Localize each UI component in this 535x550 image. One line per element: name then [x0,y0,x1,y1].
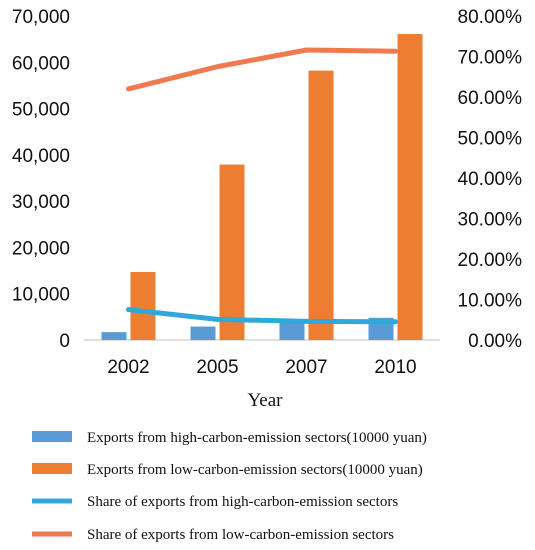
legend-label: Exports from low-carbon-emission sectors… [87,462,423,478]
legend-label: Share of exports from low-carbon-emissio… [87,527,394,543]
left-tick-label: 40,000 [12,146,70,167]
right-tick-label: 30.00% [458,210,523,231]
right-axis: 0.00% 10.00% 20.00% 30.00% 40.00% 50.00% 60.00… [458,7,523,352]
legend-swatch [32,431,72,442]
left-tick-label: 0 [59,331,70,352]
plot-area [84,34,440,341]
x-tick-label: 2005 [196,357,238,378]
right-tick-label: 10.00% [458,291,523,312]
left-tick-label: 60,000 [12,53,70,74]
left-tick-label: 30,000 [12,192,70,213]
right-tick-label: 80.00% [458,7,523,28]
right-tick-label: 20.00% [458,250,523,271]
bar-high-carbon-2007 [279,320,305,340]
bar-high-carbon-2002 [101,332,127,340]
bar-low-carbon-2007 [308,70,334,341]
line-low-carbon-share [126,47,398,92]
bar-low-carbon-2002 [130,271,156,340]
x-tick-label: 2007 [285,357,327,378]
x-axis-title: Year [247,390,283,411]
right-tick-label: 40.00% [458,169,523,190]
line-high-carbon-share [126,307,398,325]
right-tick-label: 70.00% [458,48,523,69]
legend-swatch [32,463,72,474]
right-tick-label: 60.00% [458,88,523,109]
x-tick-label: 2002 [107,357,149,378]
left-tick-label: 10,000 [12,285,70,306]
left-tick-label: 20,000 [12,238,70,259]
left-axis: 0 10,000 20,000 30,000 40,000 50,000 60,000 70,… [12,7,70,352]
left-tick-label: 50,000 [12,100,70,121]
x-axis: 2002 2005 2007 2010 [107,357,416,378]
right-tick-label: 50.00% [458,129,523,150]
left-tick-label: 70,000 [12,7,70,28]
legend-label: Exports from high-carbon-emission sector… [87,430,427,446]
x-tick-label: 2010 [374,357,416,378]
bar-low-carbon-2010 [397,34,423,341]
bar-low-carbon-2005 [219,164,245,340]
bar-high-carbon-2005 [190,326,216,340]
right-tick-label: 0.00% [468,331,522,352]
legend-label: Share of exports from high-carbon-emissi… [87,494,398,510]
legend: Exports from high-carbon-emission sector… [32,430,427,543]
